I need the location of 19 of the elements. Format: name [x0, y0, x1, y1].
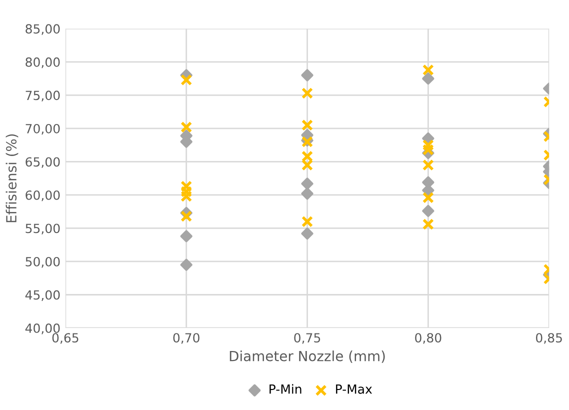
y-tick-label: 80,00	[26, 57, 60, 68]
y-tick-label: 65,00	[26, 157, 60, 168]
y-tick-label: 85,00	[26, 24, 60, 35]
x-tick-label: 0,70	[173, 333, 200, 344]
y-tick-label: 75,00	[26, 90, 60, 102]
y-axis-title: Effisiensi (%)	[6, 134, 18, 222]
x-tick-label: 0,65	[52, 333, 78, 344]
y-tick-label: 50,00	[26, 256, 60, 268]
x-tick-label: 0,80	[415, 333, 442, 344]
legend-label: P-Min	[270, 384, 302, 394]
y-tick-label: 45,00	[25, 290, 60, 301]
x-tick-label: 0,75	[294, 333, 320, 344]
y-tick-label: 70,00	[26, 124, 60, 135]
y-tick-label: 55,00	[26, 224, 60, 234]
x-axis-title: Diameter Nozzle (mm)	[230, 350, 385, 363]
y-tick-label: 60,00	[26, 190, 60, 202]
y-tick-label: 40,00	[25, 323, 60, 334]
legend-label: P-Max	[336, 384, 372, 394]
x-tick-label: 0,85	[536, 333, 562, 344]
